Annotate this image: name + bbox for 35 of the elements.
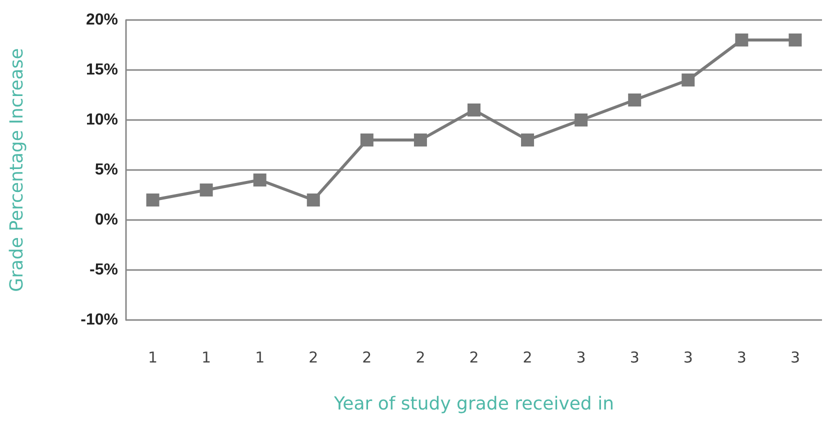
x-tick-label: 2: [362, 348, 372, 366]
x-tick-label: 2: [308, 348, 318, 366]
point: [628, 94, 642, 106]
x-tick-label: 1: [255, 348, 265, 366]
y-axis-title: Grade Percentage Increase: [6, 48, 28, 292]
point: [146, 194, 160, 206]
point: [735, 34, 748, 46]
y-tick-label: 5%: [94, 162, 118, 178]
y-tick-label: -10%: [80, 312, 118, 328]
y-tick-label: 20%: [86, 12, 118, 28]
x-tick-label: 3: [630, 348, 640, 366]
x-tick-label: 1: [202, 348, 212, 366]
x-tick-label: 2: [522, 348, 532, 366]
y-tick-label: 10%: [86, 112, 118, 128]
x-tick-label: 3: [576, 348, 586, 366]
point: [574, 114, 588, 126]
point: [306, 194, 320, 206]
y-tick-label: 0%: [94, 212, 118, 228]
x-tick-label: 3: [790, 348, 800, 366]
y-tick-label: 15%: [86, 62, 118, 78]
point: [360, 134, 374, 146]
point: [414, 134, 427, 146]
point: [200, 184, 213, 196]
point: [521, 134, 534, 146]
x-tick-label: 3: [736, 348, 746, 366]
x-tick-label: 3: [683, 348, 693, 366]
point: [468, 104, 480, 116]
x-tick-label: 1: [148, 348, 158, 366]
x-tick-label: 2: [469, 348, 479, 366]
x-axis-title: Year of study grade received in: [333, 394, 614, 414]
x-tick-label: 2: [416, 348, 426, 366]
point: [682, 74, 695, 86]
point: [788, 34, 802, 46]
point: [253, 174, 266, 186]
y-tick-label: -5%: [90, 262, 118, 278]
